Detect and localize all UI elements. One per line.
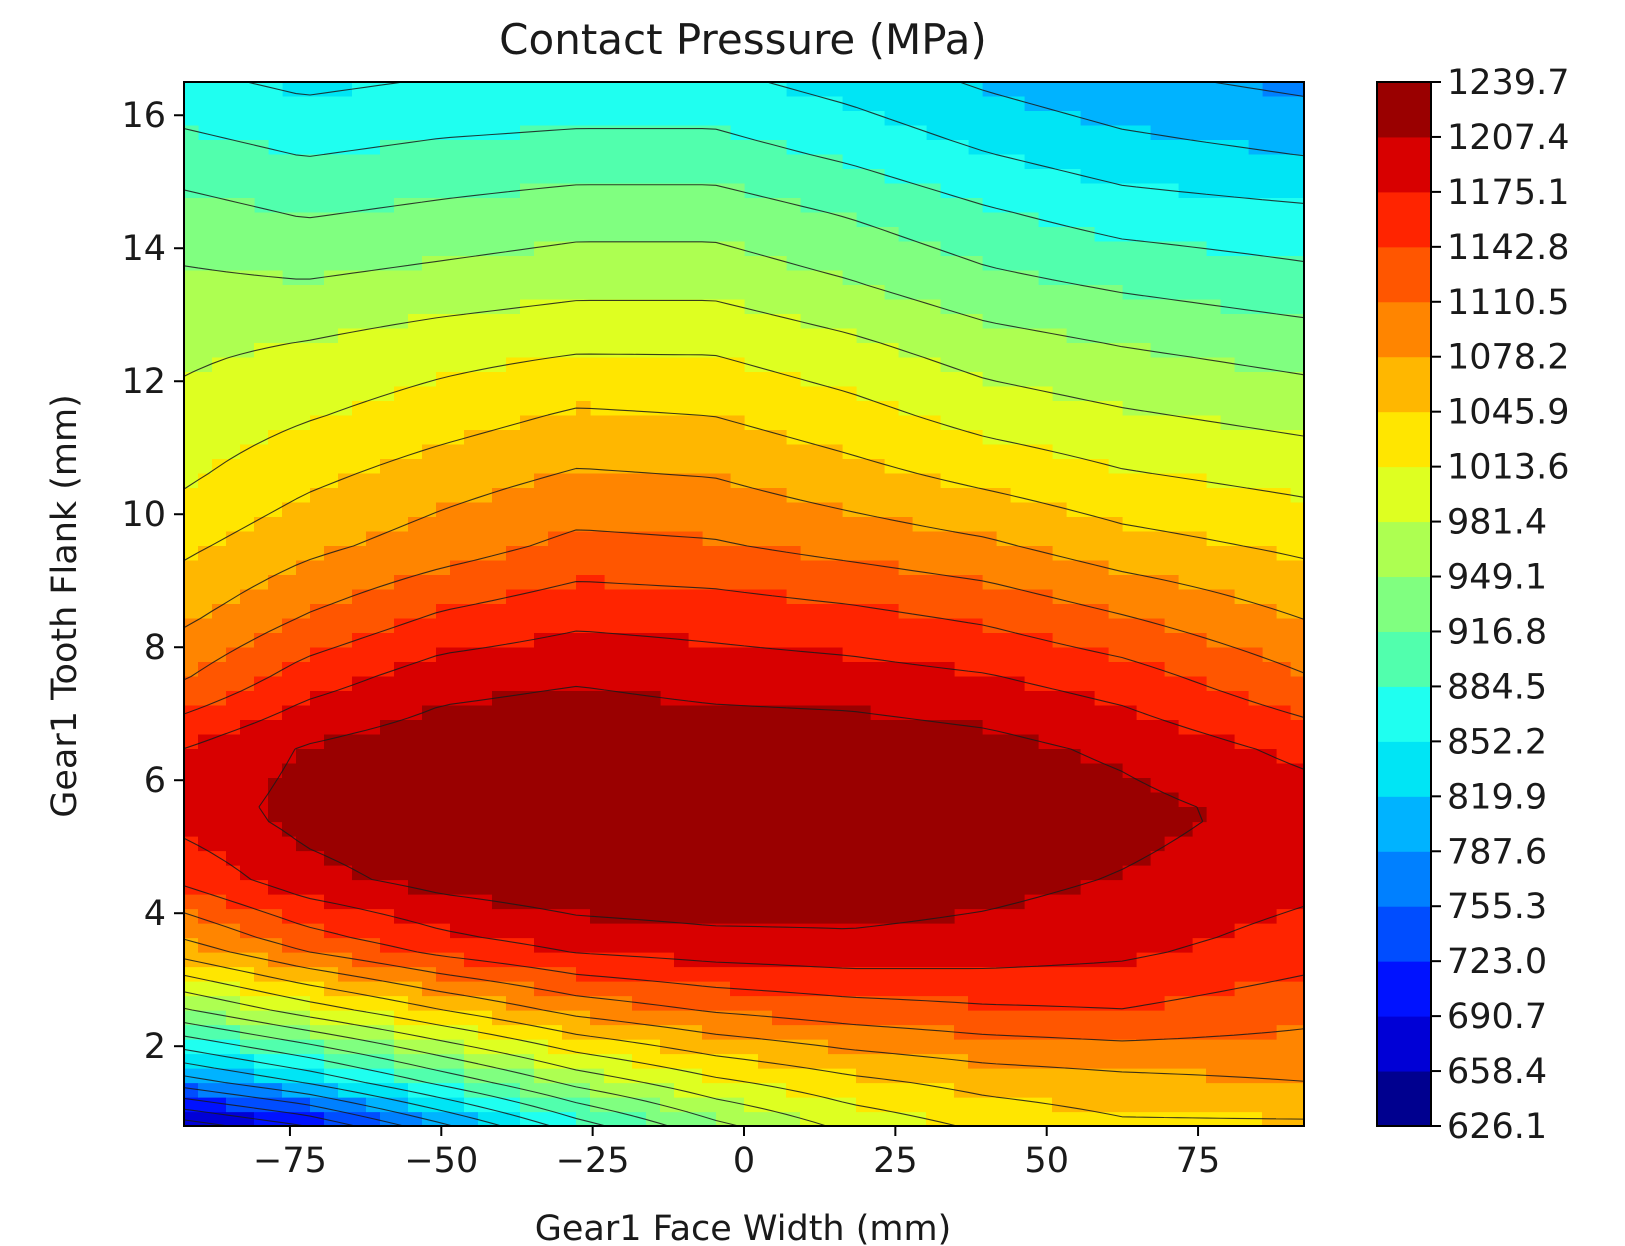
contour-band (184, 82, 1304, 1126)
y-tick-label: 8 (144, 628, 166, 668)
contour-fill-layer (184, 82, 1304, 1126)
colorbar-segment (1377, 521, 1431, 578)
contour-line (184, 82, 1304, 1126)
x-tick-label: 0 (733, 1141, 755, 1181)
colorbar-tick-label: 658.4 (1447, 1052, 1547, 1092)
y-tick-label: 16 (121, 96, 166, 136)
colorbar-tick-label: 1110.5 (1447, 283, 1569, 323)
x-tick-label: −75 (253, 1141, 327, 1181)
colorbar-tick-label: 916.8 (1447, 612, 1547, 652)
colorbar-segment (1377, 246, 1431, 303)
colorbar-segment (1377, 906, 1431, 962)
colorbar-tick-label: 1045.9 (1447, 393, 1569, 433)
x-axis-title: Gear1 Face Width (mm) (535, 1209, 951, 1246)
contour-line (184, 299, 1304, 1126)
colorbar-segment (1377, 136, 1431, 193)
contour-line (184, 1119, 229, 1126)
contour-line (184, 241, 1304, 1126)
colorbar-tick-label: 949.1 (1447, 558, 1547, 598)
y-tick-label: 2 (144, 1027, 166, 1067)
colorbar-segment (1377, 741, 1431, 797)
x-tick-label: 25 (873, 1141, 918, 1181)
colorbar-segment (1377, 576, 1431, 632)
colorbar-tick-label: 884.5 (1447, 667, 1547, 707)
contour-line (184, 467, 1304, 1082)
colorbar-segment (1377, 796, 1431, 852)
contour-band (184, 1082, 381, 1126)
contour-band (184, 357, 1304, 1126)
colorbar-segment (1377, 686, 1431, 742)
contour-line (184, 184, 1304, 1126)
colorbar-frame (1376, 81, 1432, 1127)
colorbar-tick-label: 1142.8 (1447, 228, 1569, 268)
colorbar-tick-label: 852.2 (1447, 722, 1547, 762)
colorbar-segment (1377, 631, 1431, 687)
contour-band (184, 299, 1304, 1126)
y-axis-ticks: 2 4 6 8 10 12 14 16 (121, 96, 184, 1067)
y-tick-label: 12 (121, 362, 166, 402)
colorbar-tick-label: 755.3 (1447, 887, 1547, 927)
colorbar-segment (1377, 466, 1431, 523)
colorbar-tick-label: 787.6 (1447, 832, 1547, 872)
x-tick-label: −25 (556, 1141, 630, 1181)
colorbar (1377, 82, 1431, 1127)
chart-title: Contact Pressure (MPa) (499, 15, 987, 64)
contour-line (184, 529, 1304, 1042)
colorbar-tick-label: 690.7 (1447, 997, 1547, 1037)
x-tick-label: 50 (1024, 1141, 1069, 1181)
colorbar-tick-label: 1207.4 (1447, 118, 1569, 158)
contour-band (268, 691, 1207, 924)
colorbar-segment (1377, 356, 1431, 413)
colorbar-tick-label: 1239.7 (1447, 63, 1569, 103)
contour-line (184, 630, 1304, 970)
colorbar-segment (1377, 1016, 1431, 1072)
contour-line (258, 685, 1204, 930)
contour-band (184, 241, 1304, 1126)
colorbar-tick-label: 626.1 (1447, 1107, 1547, 1147)
contour-band (184, 633, 1304, 968)
contour-line (184, 353, 1304, 1126)
colorbar-ticks: 626.1 658.4 690.7 723.0 755.3 787.6 819.9 852.2… (1431, 63, 1569, 1147)
y-axis-title: Gear1 Tooth Flank (mm) (45, 394, 85, 818)
colorbar-tick-label: 1078.2 (1447, 338, 1569, 378)
y-tick-label: 4 (144, 894, 166, 934)
colorbar-segment (1377, 301, 1431, 358)
contour-line (184, 128, 1304, 1126)
colorbar-segment (1377, 961, 1431, 1017)
colorbar-segment (1377, 411, 1431, 468)
contour-line (184, 82, 1304, 1126)
colorbar-tick-label: 723.0 (1447, 942, 1547, 982)
colorbar-segment (1377, 851, 1431, 907)
x-tick-label: 75 (1176, 1141, 1221, 1181)
colorbar-segment (1377, 1071, 1431, 1127)
y-tick-label: 10 (121, 495, 166, 535)
contour-line (184, 580, 1304, 1010)
colorbar-tick-label: 1013.6 (1447, 448, 1569, 488)
contour-line (184, 1087, 405, 1126)
x-axis-ticks: −75 −50 −25 0 25 50 75 (253, 1126, 1220, 1181)
contour-line-layer (184, 82, 1304, 1126)
colorbar-tick-label: 981.4 (1447, 503, 1547, 543)
colorbar-segment (1377, 191, 1431, 248)
colorbar-segment (1377, 82, 1431, 138)
contour-band (184, 183, 1304, 1126)
x-tick-label: −50 (404, 1141, 478, 1181)
contour-line (184, 407, 1304, 1120)
colorbar-tick-label: 1175.1 (1447, 173, 1569, 213)
y-tick-label: 6 (144, 761, 166, 801)
y-tick-label: 14 (121, 229, 166, 269)
colorbar-tick-label: 819.9 (1447, 777, 1547, 817)
